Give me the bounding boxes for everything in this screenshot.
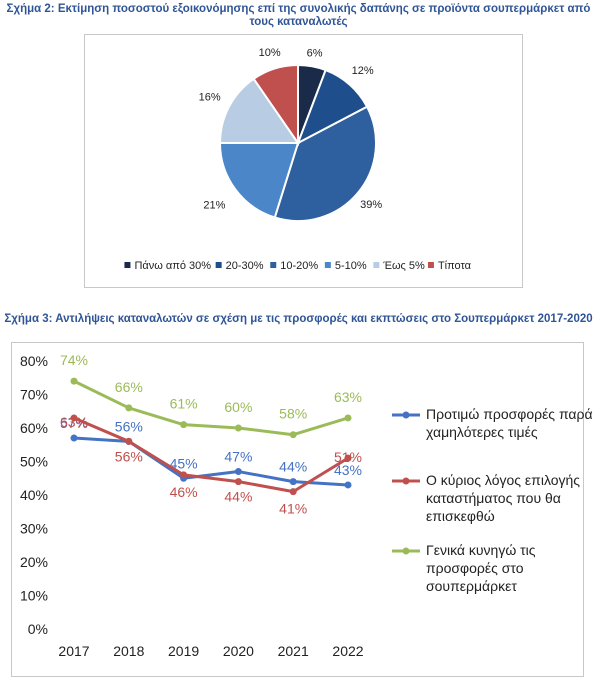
data-label: 45% bbox=[170, 455, 198, 471]
y-tick-label: 20% bbox=[20, 554, 48, 570]
legend-swatch bbox=[124, 262, 131, 268]
pie-slice-label: 6% bbox=[307, 47, 323, 59]
line-chart-title: Σχήμα 3: Αντιλήψεις καταναλωτών σε σχέση… bbox=[4, 313, 593, 325]
data-point bbox=[234, 468, 242, 476]
pie-slice-label: 12% bbox=[352, 65, 374, 77]
series-line bbox=[72, 436, 350, 487]
legend-swatch bbox=[215, 262, 222, 268]
data-point bbox=[234, 424, 242, 432]
legend-label: Ο κύριος λόγος επιλογής καταστήματος που … bbox=[426, 472, 580, 524]
pie-chart: 6% 12% 39% 21% 16% 10% Πάνω από 30% 20-30% 10-20… bbox=[124, 47, 472, 272]
data-label: 63% bbox=[334, 389, 362, 405]
data-point bbox=[70, 434, 78, 442]
data-label: 47% bbox=[224, 449, 252, 465]
pie-slice bbox=[273, 105, 377, 222]
data-point bbox=[180, 471, 188, 479]
legend-swatch bbox=[324, 262, 331, 268]
data-point bbox=[180, 421, 188, 429]
legend-swatch bbox=[270, 262, 277, 268]
legend-marker bbox=[402, 411, 410, 419]
pie-slice-label: 10% bbox=[259, 47, 281, 59]
y-tick-label: 10% bbox=[20, 588, 48, 604]
legend-swatch bbox=[427, 262, 434, 268]
legend-label: Έως 5% bbox=[382, 260, 425, 272]
pie-slice bbox=[252, 63, 299, 147]
line-chart-frame: 0% 10% 20% 30% 40% 50% 60% 70% 80% 2017 2018 2019 20… bbox=[11, 342, 593, 677]
y-tick-label: 70% bbox=[20, 387, 48, 403]
y-tick-label: 60% bbox=[20, 420, 48, 436]
data-label: 51% bbox=[334, 449, 362, 465]
legend-marker bbox=[402, 547, 410, 555]
data-point bbox=[289, 431, 297, 439]
legend-label: Γενικά κυνηγώ τις προσφορές στο σουπερμάρκ… bbox=[426, 542, 536, 594]
data-label: 63% bbox=[60, 414, 88, 430]
data-point bbox=[70, 377, 78, 385]
data-label: 46% bbox=[170, 484, 198, 500]
legend-swatch bbox=[373, 262, 380, 268]
pie-slice bbox=[218, 77, 300, 144]
x-tick-label: 2020 bbox=[223, 643, 254, 659]
x-tick-label: 2017 bbox=[58, 643, 89, 659]
data-label: 41% bbox=[279, 501, 307, 517]
data-label: 57% bbox=[60, 415, 88, 431]
data-point bbox=[344, 414, 352, 422]
pie-slice-label: 16% bbox=[199, 92, 221, 104]
data-label: 56% bbox=[115, 418, 143, 434]
data-point bbox=[344, 454, 352, 462]
data-point bbox=[234, 478, 242, 486]
series-line bbox=[72, 379, 350, 437]
y-tick-label: 0% bbox=[28, 621, 48, 637]
data-label: 44% bbox=[224, 489, 252, 505]
data-label: 58% bbox=[279, 406, 307, 422]
pie-slice-label: 21% bbox=[203, 199, 225, 211]
x-tick-label: 2018 bbox=[113, 643, 144, 659]
data-point bbox=[70, 414, 78, 422]
x-tick-label: 2022 bbox=[332, 643, 363, 659]
y-tick-label: 30% bbox=[20, 521, 48, 537]
legend-label: 20-30% bbox=[226, 260, 264, 272]
data-point bbox=[289, 478, 297, 486]
legend-label: 10-20% bbox=[280, 260, 318, 272]
y-tick-label: 40% bbox=[20, 487, 48, 503]
x-tick-label: 2021 bbox=[278, 643, 309, 659]
pie-slice-label: 39% bbox=[360, 199, 382, 211]
data-label: 66% bbox=[115, 379, 143, 395]
line-chart: 0% 10% 20% 30% 40% 50% 60% 70% 80% 2017 2018 2019 20… bbox=[20, 352, 593, 659]
data-point bbox=[125, 437, 133, 445]
data-point bbox=[125, 404, 133, 412]
data-label: 60% bbox=[224, 399, 252, 415]
legend-label: Πάνω από 30% bbox=[134, 260, 211, 272]
data-label: 74% bbox=[60, 352, 88, 368]
pie-chart-title: Σχήμα 2: Εκτίμηση ποσοστού εξοικονόμησης… bbox=[6, 3, 591, 28]
x-tick-label: 2019 bbox=[168, 643, 199, 659]
data-label: 43% bbox=[334, 462, 362, 478]
data-point bbox=[289, 488, 297, 496]
pie-chart-frame: 6% 12% 39% 21% 16% 10% Πάνω από 30% 20-30% 10-20… bbox=[84, 34, 523, 288]
data-point bbox=[344, 481, 352, 489]
legend-label: 5-10% bbox=[335, 260, 367, 272]
data-label: 56% bbox=[115, 448, 143, 464]
data-label: 61% bbox=[170, 396, 198, 412]
y-tick-label: 80% bbox=[20, 353, 48, 369]
legend-label: Προτιμώ προσφορές παρά χαμηλότερες τιμές bbox=[426, 406, 593, 440]
legend-marker bbox=[402, 477, 410, 485]
y-tick-label: 50% bbox=[20, 454, 48, 470]
data-label: 44% bbox=[279, 459, 307, 475]
pie-slice bbox=[218, 142, 300, 219]
series-line bbox=[72, 416, 350, 494]
legend-label: Τίποτα bbox=[438, 260, 472, 272]
